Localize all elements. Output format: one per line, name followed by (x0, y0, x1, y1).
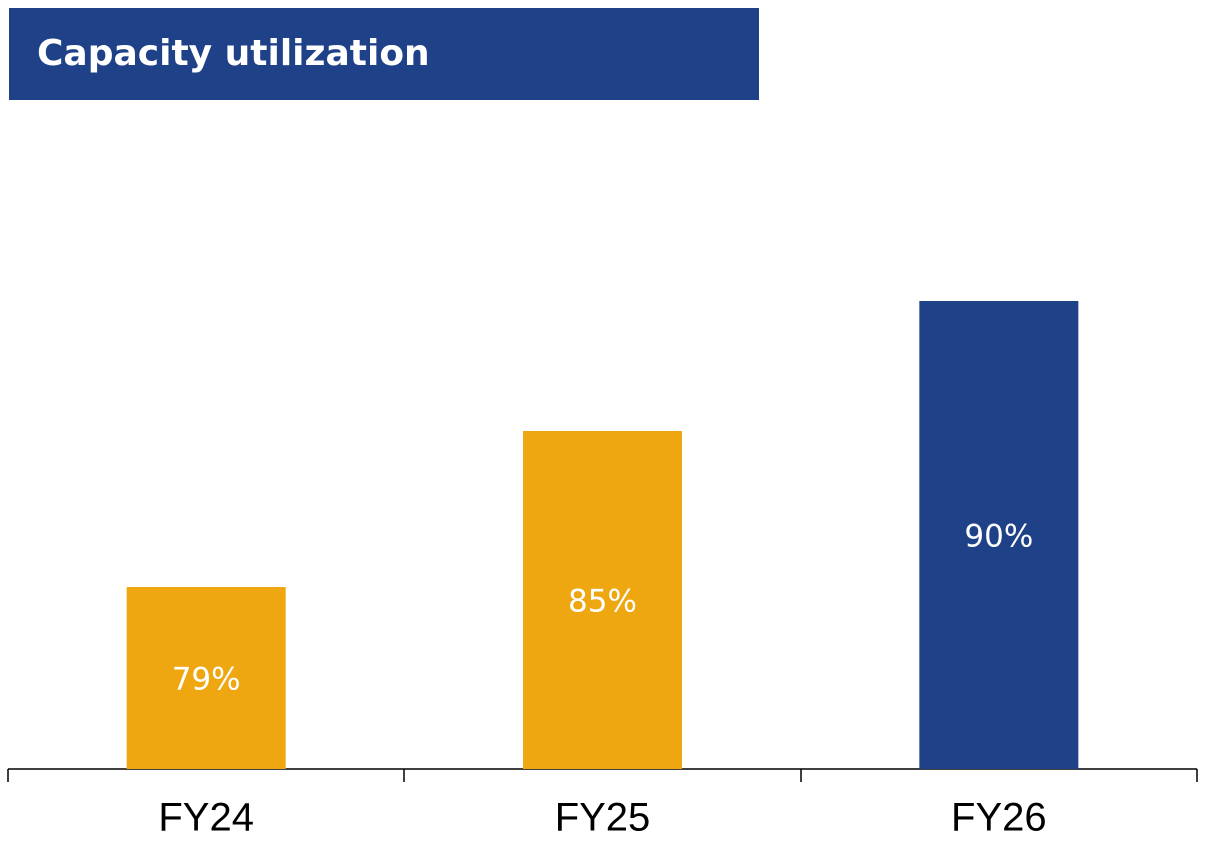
bar (126, 587, 286, 769)
bar (523, 431, 682, 769)
value-label: 85% (568, 584, 637, 620)
title-banner (9, 8, 759, 100)
x-tick-label: FY24 (158, 796, 254, 840)
x-tick-label: FY25 (555, 796, 651, 840)
chart-title: Capacity utilization (37, 33, 430, 74)
bar (919, 301, 1079, 769)
value-label: 90% (964, 519, 1033, 555)
x-tick-label: FY26 (951, 796, 1047, 840)
value-label: 79% (172, 662, 241, 698)
